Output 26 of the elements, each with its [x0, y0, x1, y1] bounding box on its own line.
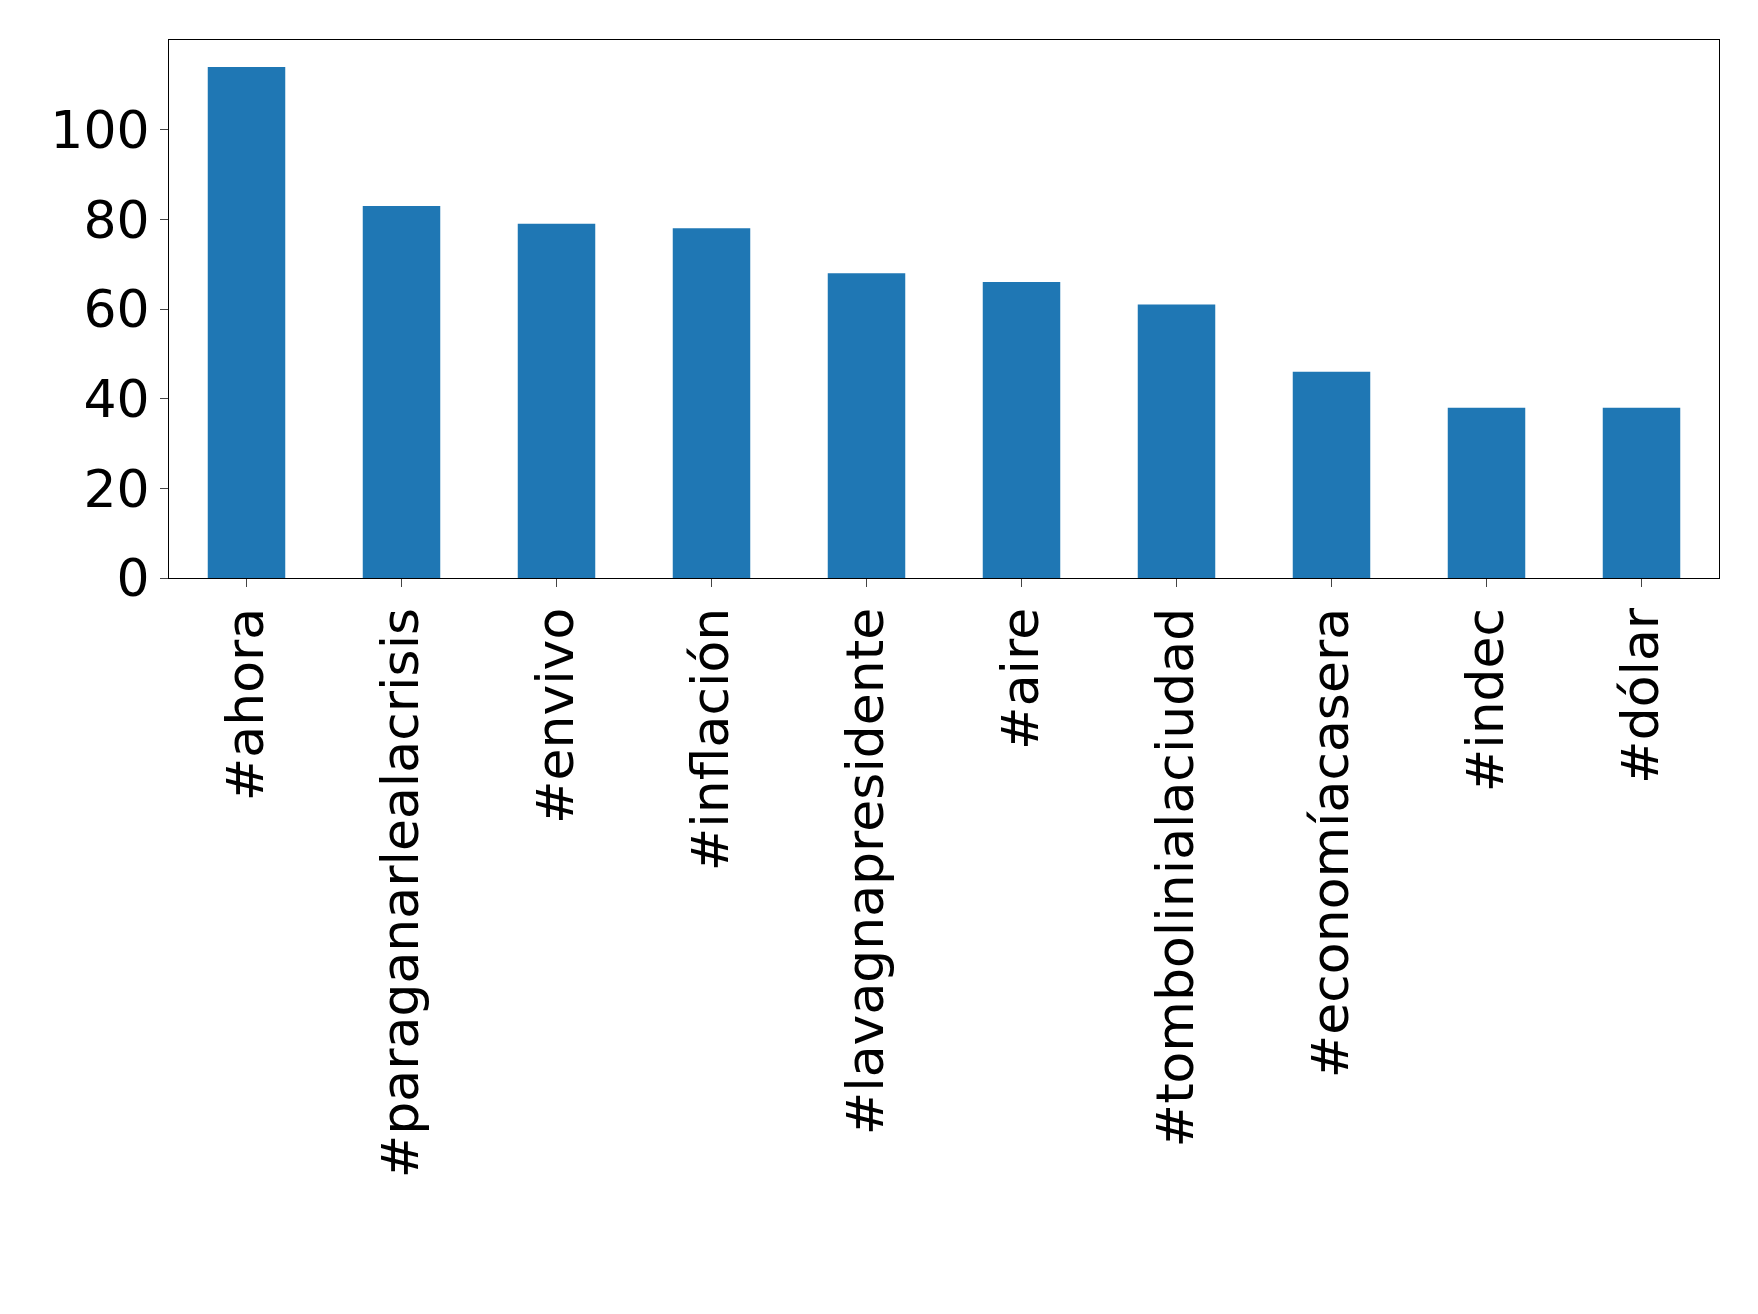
y-tick-label: 40 — [83, 368, 150, 429]
x-tick-label: #envivo — [525, 607, 586, 825]
x-tick-label: #paraganarlealacrisis — [370, 607, 431, 1179]
y-tick-label: 100 — [50, 99, 150, 160]
bar — [207, 66, 286, 578]
x-tick-label: #inflación — [680, 607, 741, 872]
bar — [1602, 407, 1681, 578]
bar — [672, 228, 751, 578]
y-tick-label: 20 — [83, 458, 150, 519]
bar — [1292, 371, 1371, 578]
y-tick-label: 0 — [116, 548, 150, 609]
x-tick-label: #ahora — [215, 607, 276, 802]
bar — [827, 273, 906, 578]
x-tick-label: #aire — [990, 607, 1051, 750]
y-tick-label: 80 — [83, 189, 150, 250]
bar — [362, 205, 441, 578]
bar — [517, 223, 596, 578]
x-tick-label: #dólar — [1610, 607, 1671, 784]
bar — [1137, 304, 1216, 578]
x-tick-label: #economíacasera — [1300, 607, 1361, 1079]
x-tick-label: #indec — [1455, 607, 1516, 793]
bar — [1447, 407, 1526, 578]
bar — [982, 282, 1061, 578]
y-tick-label: 60 — [83, 279, 150, 340]
x-tick-label: #lavagnapresidente — [835, 607, 896, 1136]
x-tick-label: #tombolinialaciudad — [1145, 607, 1206, 1148]
